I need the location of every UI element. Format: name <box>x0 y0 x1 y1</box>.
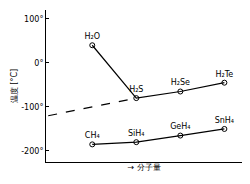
svg-text:-100°: -100° <box>21 103 43 112</box>
svg-text:→ 分子量: → 分子量 <box>127 163 160 172</box>
svg-text:H₂Se: H₂Se <box>171 78 190 87</box>
svg-text:GeH₄: GeH₄ <box>170 122 190 131</box>
svg-text:H₂S: H₂S <box>129 85 143 94</box>
svg-text:-200°: -200° <box>21 147 43 156</box>
svg-text:0°: 0° <box>34 59 43 68</box>
svg-text:CH₄: CH₄ <box>85 131 100 140</box>
svg-text:SnH₄: SnH₄ <box>215 116 234 125</box>
svg-text:100°: 100° <box>24 15 43 24</box>
svg-text:SiH₄: SiH₄ <box>128 129 145 138</box>
svg-text:H₂Te: H₂Te <box>216 70 234 79</box>
svg-text:H₂O: H₂O <box>84 32 100 41</box>
svg-text:温度 [°C]: 温度 [°C] <box>10 69 19 103</box>
